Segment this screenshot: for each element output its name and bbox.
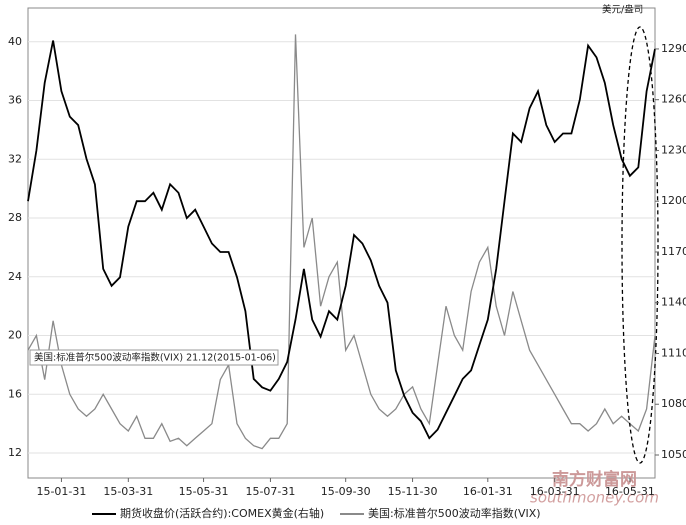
y-tick-label: 40 [8,35,22,48]
y2-tick-label: 1050 [661,448,686,461]
y2-tick-label: 1110 [661,346,686,359]
watermark: 南方财富网 [552,469,637,490]
y2-tick-label: 1170 [661,245,686,258]
grid [28,41,655,454]
x-tick-label: 16-05-31 [605,485,655,498]
y2-tick-label: 1230 [661,143,686,156]
y-tick-label: 16 [8,387,22,400]
y2-tick-label: 1140 [661,296,686,309]
y2-tick-label: 1260 [661,93,686,106]
x-tick-label: 15-05-31 [179,485,229,498]
y2-tick-label: 1080 [661,397,686,410]
x-tick-label: 16-03-31 [530,485,580,498]
legend-label: 美国:标准普尔500波动率指数(VIX) [368,506,541,520]
x-tick-label: 16-01-31 [463,485,513,498]
y-tick-label: 12 [8,446,22,459]
legend: 期货收盘价(活跃合约):COMEX黄金(右轴) 美国:标准普尔500波动率指数(… [92,506,541,520]
x-tick-label: 15-03-31 [103,485,153,498]
y2-axis-label: 美元/盎司 [602,4,643,16]
watermark-url: southmoney.com [530,489,659,507]
x-tick-label: 15-07-31 [245,485,295,498]
x-tick-label: 15-11-30 [388,485,438,498]
y-tick-label: 36 [8,94,22,107]
lines [27,34,656,450]
series-line [27,34,656,450]
series-line [27,40,656,440]
x-tick-label: 15-09-30 [321,485,371,498]
y-tick-label: 28 [8,211,22,224]
annotation-box [29,349,279,366]
plot-frame [27,7,656,479]
legend-label: 期货收盘价(活跃合约):COMEX黄金(右轴) [120,506,324,520]
y2-tick-label: 1290 [661,42,686,55]
x-tick-label: 15-01-31 [36,485,86,498]
annotation: 美国:标准普尔500波动率指数(VIX) 21.12(2015-01-06) [34,352,276,364]
y-tick-label: 24 [8,270,22,283]
y-tick-label: 32 [8,152,22,165]
highlight-ellipse [621,26,659,464]
y-tick-label: 20 [8,329,22,342]
y2-tick-label: 1200 [661,194,686,207]
